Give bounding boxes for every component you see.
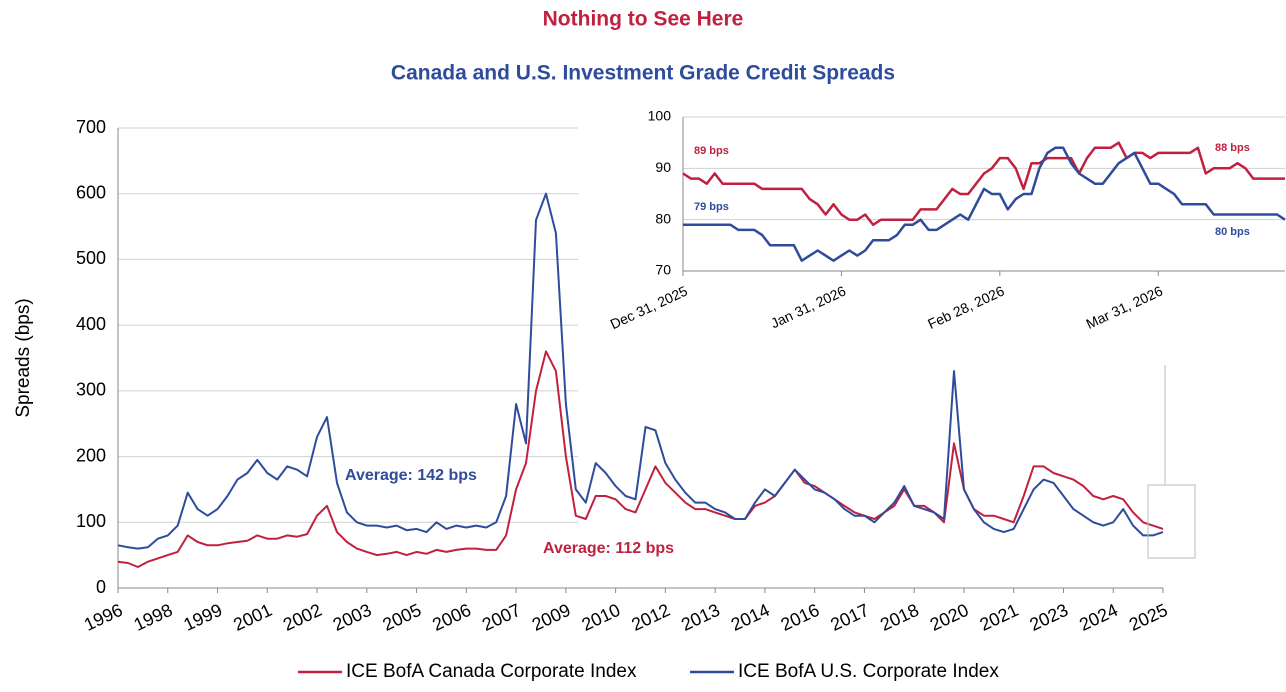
annotation: Average: 112 bps — [543, 540, 674, 557]
annotation: 89 bps — [694, 145, 729, 157]
y-tick-label: 600 — [76, 182, 106, 202]
x-tick-label: 1996 — [81, 600, 126, 635]
x-tick-label: 2003 — [330, 600, 375, 635]
y-tick-label: 80 — [655, 210, 671, 226]
x-tick-label: 2012 — [628, 600, 673, 635]
x-tick-label: 1999 — [180, 600, 225, 635]
series-line — [117, 192, 1164, 550]
x-tick-label: 2021 — [977, 600, 1022, 635]
x-tick-label: 2006 — [429, 600, 474, 635]
legend-label: ICE BofA Canada Corporate Index — [346, 661, 637, 682]
x-tick-label: 2016 — [778, 600, 823, 635]
y-tick-label: 200 — [76, 445, 106, 465]
x-tick-label: 2018 — [877, 600, 922, 635]
series-line — [682, 141, 1285, 227]
series-line — [683, 146, 1286, 262]
annotation: 79 bps — [694, 201, 729, 213]
y-tick-label: 300 — [76, 380, 106, 400]
y-tick-label: 500 — [76, 248, 106, 268]
x-tick-label: 2023 — [1026, 600, 1071, 635]
annotation: 80 bps — [1215, 226, 1250, 238]
annotation: Average: 142 bps — [345, 467, 477, 484]
y-tick-label: 400 — [76, 314, 106, 334]
x-tick-label: 2007 — [479, 600, 524, 635]
x-tick-label: 2002 — [280, 600, 325, 635]
y-tick-label: 0 — [96, 577, 106, 597]
annotation: 88 bps — [1215, 142, 1250, 154]
series-line — [117, 350, 1164, 568]
x-tick-label: 2014 — [728, 600, 773, 635]
x-tick-label: 2010 — [579, 600, 624, 635]
x-tick-label: 2024 — [1076, 600, 1121, 635]
x-tick-label: 2001 — [230, 600, 275, 635]
x-tick-label: 2005 — [380, 600, 425, 635]
x-tick-label: 2009 — [529, 600, 574, 635]
y-tick-label: 70 — [655, 262, 671, 278]
chart-subtitle: Canada and U.S. Investment Grade Credit … — [391, 62, 895, 85]
x-tick-label: 2017 — [827, 600, 872, 635]
x-tick-label: 2013 — [678, 600, 723, 635]
y-axis-label: Spreads (bps) — [13, 298, 34, 417]
x-tick-label: 2020 — [927, 600, 972, 635]
y-tick-label: 100 — [648, 108, 672, 124]
y-tick-label: 100 — [76, 511, 106, 531]
x-tick-label: 1998 — [131, 600, 176, 635]
legend-label: ICE BofA U.S. Corporate Index — [738, 661, 999, 682]
x-tick-label: 2025 — [1126, 600, 1171, 635]
y-tick-label: 90 — [655, 159, 671, 175]
zoom-box — [1147, 484, 1196, 559]
y-tick-label: 700 — [76, 117, 106, 137]
chart-title: Nothing to See Here — [543, 8, 744, 31]
